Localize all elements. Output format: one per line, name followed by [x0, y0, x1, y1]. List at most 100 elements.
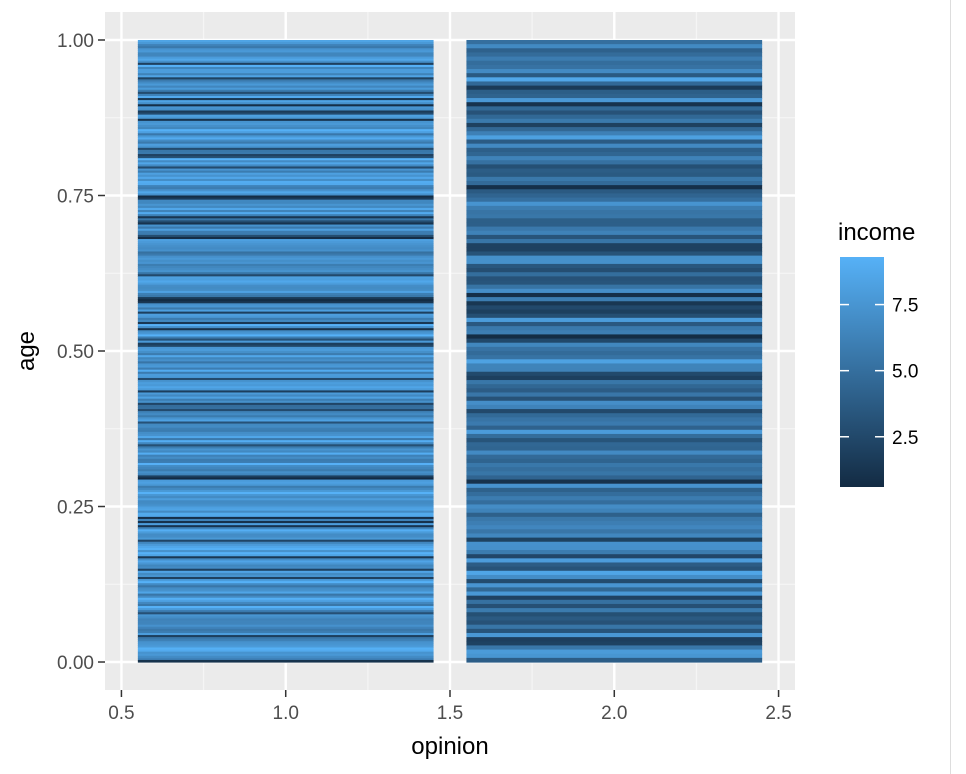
heatmap-tile-2 — [466, 512, 763, 518]
heatmap-tile-1 — [137, 210, 434, 213]
heatmap-tile-2 — [466, 69, 763, 74]
heatmap-tile-1 — [137, 120, 434, 124]
heatmap-tile-1 — [137, 516, 434, 520]
y-tick-label: 1.00 — [57, 31, 94, 52]
heatmap-tile-1 — [137, 332, 434, 336]
heatmap-tile-1 — [137, 429, 434, 433]
x-tick-label: 1.0 — [273, 703, 299, 724]
heatmap-tile-1 — [137, 566, 434, 570]
heatmap-tile-2 — [466, 462, 763, 468]
heatmap-tile-1 — [137, 39, 434, 43]
heatmap-tile-1 — [137, 438, 434, 441]
heatmap-tile-2 — [466, 210, 763, 215]
heatmap-tile-1 — [137, 263, 434, 267]
heatmap-tile-1 — [137, 259, 434, 263]
heatmap-tile-1 — [137, 224, 434, 228]
heatmap-tile-2 — [466, 417, 763, 423]
heatmap-tile-1 — [137, 191, 434, 195]
heatmap-tile-1 — [137, 270, 434, 273]
heatmap-tile-2 — [466, 346, 763, 352]
heatmap-tile-1 — [137, 577, 434, 580]
heatmap-tile-1 — [137, 628, 434, 632]
heatmap-tile-1 — [137, 197, 434, 201]
heatmap-tile-1 — [137, 583, 434, 586]
heatmap-tile-1 — [137, 338, 434, 342]
heatmap-tile-1 — [137, 485, 434, 489]
heatmap-tile-1 — [137, 95, 434, 99]
heatmap-tile-1 — [137, 143, 434, 147]
heatmap-tile-2 — [466, 102, 763, 107]
heatmap-tile-2 — [466, 234, 763, 240]
heatmap-tile-2 — [466, 272, 763, 277]
heatmap-tile-2 — [466, 313, 763, 319]
heatmap-tile-1 — [137, 419, 434, 423]
heatmap-tile-1 — [137, 112, 434, 116]
heatmap-tile-1 — [137, 465, 434, 468]
heatmap-tile-2 — [466, 222, 763, 228]
heatmap-tile-1 — [137, 297, 434, 300]
heatmap-tile-1 — [137, 104, 434, 107]
heatmap-tile-2 — [466, 438, 763, 443]
heatmap-tile-2 — [466, 388, 763, 394]
heatmap-tile-1 — [137, 618, 434, 622]
heatmap-tile-1 — [137, 653, 434, 657]
heatmap-tile-1 — [137, 265, 434, 269]
heatmap-tile-1 — [137, 313, 434, 317]
heatmap-tile-2 — [466, 172, 763, 178]
heatmap-tile-2 — [466, 305, 763, 311]
heatmap-tile-2 — [466, 491, 763, 497]
heatmap-tile-2 — [466, 384, 763, 389]
heatmap-tile-1 — [137, 234, 434, 238]
heatmap-tile-2 — [466, 645, 763, 651]
heatmap-tile-1 — [137, 444, 434, 447]
heatmap-tile-2 — [466, 326, 763, 331]
heatmap-tile-1 — [137, 110, 434, 114]
heatmap-tile-1 — [137, 402, 434, 406]
heatmap-tile-1 — [137, 433, 434, 437]
heatmap-tile-1 — [137, 533, 434, 537]
heatmap-tile-1 — [137, 562, 434, 566]
heatmap-tile-1 — [137, 581, 434, 584]
heatmap-tile-1 — [137, 305, 434, 309]
heatmap-tile-1 — [137, 537, 434, 541]
heatmap-tile-2 — [466, 483, 763, 489]
heatmap-tile-1 — [137, 606, 434, 609]
heatmap-tile-2 — [466, 521, 763, 526]
heatmap-tile-1 — [137, 560, 434, 564]
heatmap-tile-1 — [137, 249, 434, 253]
heatmap-tile-1 — [137, 591, 434, 595]
heatmap-tile-1 — [137, 168, 434, 172]
heatmap-tile-2 — [466, 52, 763, 58]
heatmap-tile-2 — [466, 127, 763, 132]
heatmap-tile-1 — [137, 440, 434, 443]
heatmap-tile-1 — [137, 44, 434, 47]
heatmap-tile-1 — [137, 651, 434, 655]
heatmap-tile-1 — [137, 125, 434, 128]
heatmap-tile-2 — [466, 143, 763, 149]
heatmap-tile-2 — [466, 351, 763, 356]
heatmap-tile-1 — [137, 413, 434, 416]
heatmap-tile-2 — [466, 317, 763, 323]
heatmap-tile-2 — [466, 496, 763, 501]
heatmap-tile-1 — [137, 409, 434, 412]
heatmap-tile-1 — [137, 81, 434, 85]
heatmap-tile-2 — [466, 201, 763, 207]
heatmap-tile-2 — [466, 118, 763, 124]
heatmap-tile-1 — [137, 222, 434, 226]
heatmap-tile-2 — [466, 380, 763, 385]
heatmap-tile-2 — [466, 135, 763, 141]
heatmap-tile-1 — [137, 450, 434, 454]
heatmap-tile-1 — [137, 199, 434, 203]
heatmap-tile-1 — [137, 512, 434, 516]
y-tick-label: 0.25 — [57, 498, 94, 519]
heatmap-tile-1 — [137, 164, 434, 168]
heatmap-tile-2 — [466, 185, 763, 190]
heatmap-tile-2 — [466, 632, 763, 638]
heatmap-tile-2 — [466, 180, 763, 186]
heatmap-tile-1 — [137, 570, 434, 574]
heatmap-tile-1 — [137, 626, 434, 630]
heatmap-tile-1 — [137, 539, 434, 543]
heatmap-tile-1 — [137, 406, 434, 410]
heatmap-tile-2 — [466, 413, 763, 418]
heatmap-tile-1 — [137, 243, 434, 246]
